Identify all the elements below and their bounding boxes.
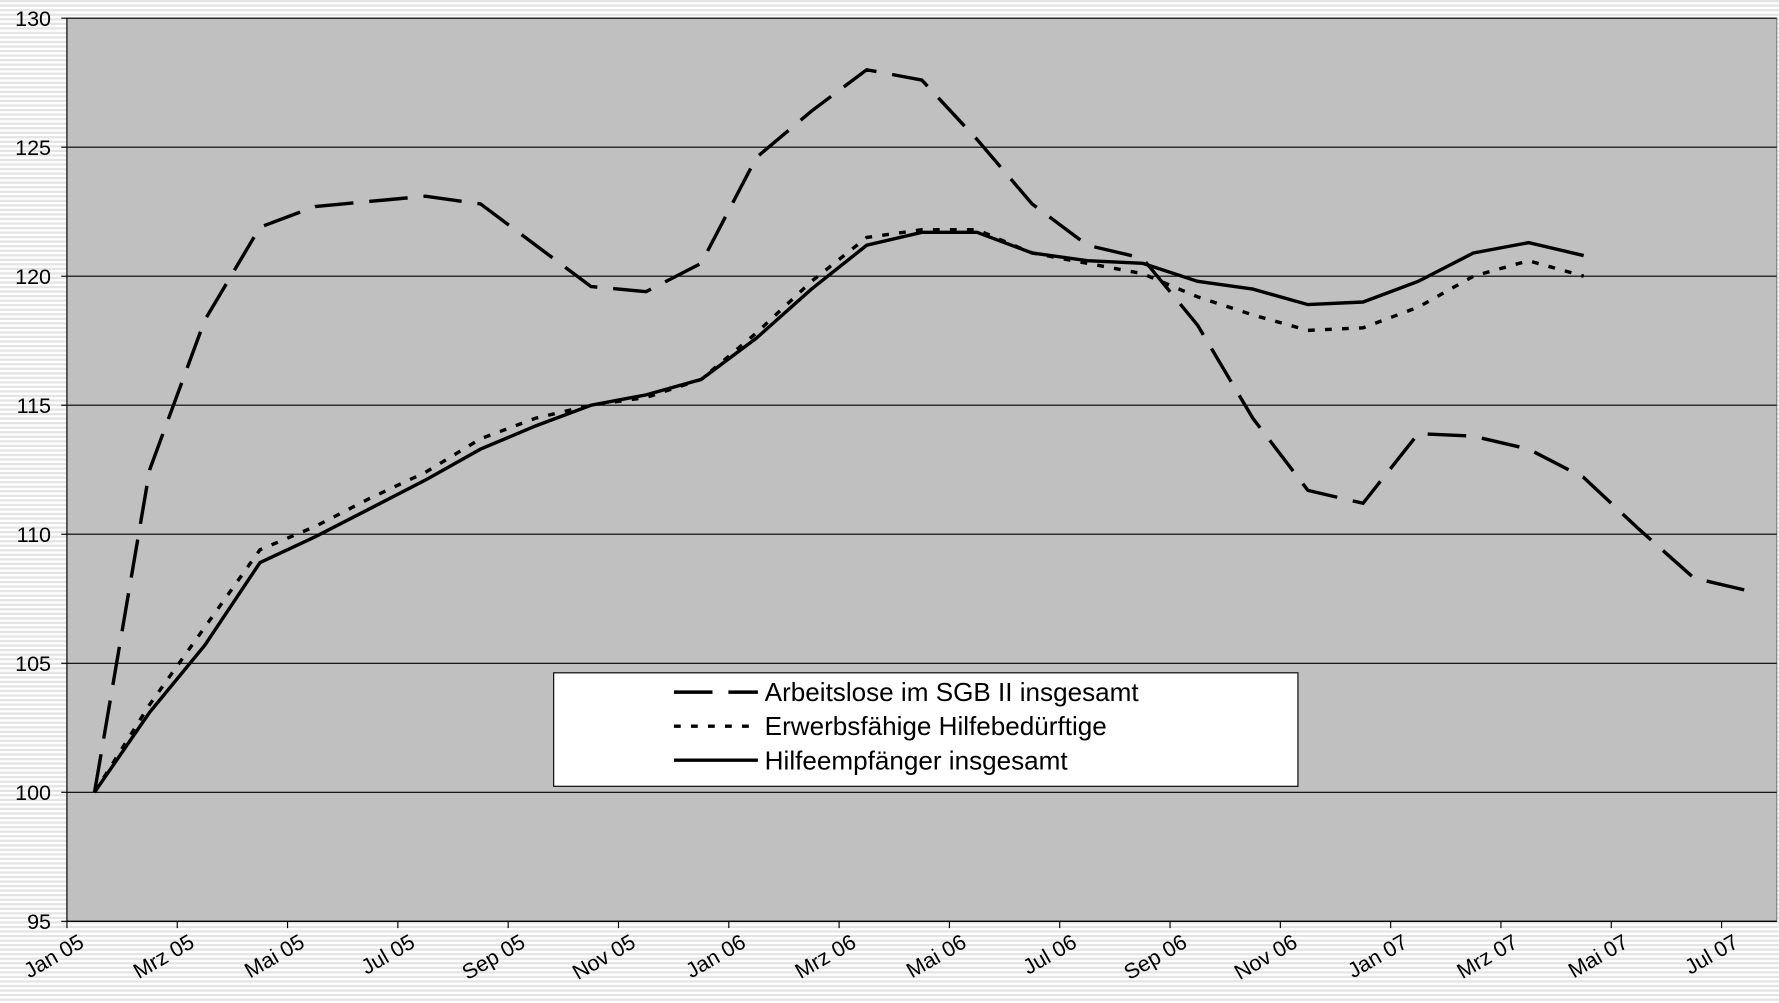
y-tick-label: 125	[15, 135, 51, 160]
legend-label: Hilfeempfänger insgesamt	[765, 745, 1069, 775]
legend-label: Erwerbsfähige Hilfebedürftige	[765, 711, 1107, 741]
y-tick-label: 95	[27, 909, 51, 934]
y-tick-label: 105	[15, 651, 51, 676]
y-tick-label: 115	[17, 393, 51, 418]
legend-label: Arbeitslose im SGB II insgesamt	[765, 677, 1140, 707]
series-line	[93, 228, 1585, 794]
y-tick-label: 130	[15, 6, 51, 31]
series-line	[93, 230, 1585, 794]
y-tick-label: 110	[17, 522, 51, 547]
series-line	[92, 67, 1750, 793]
y-tick-label: 120	[15, 264, 51, 289]
y-tick-label: 100	[15, 780, 51, 805]
